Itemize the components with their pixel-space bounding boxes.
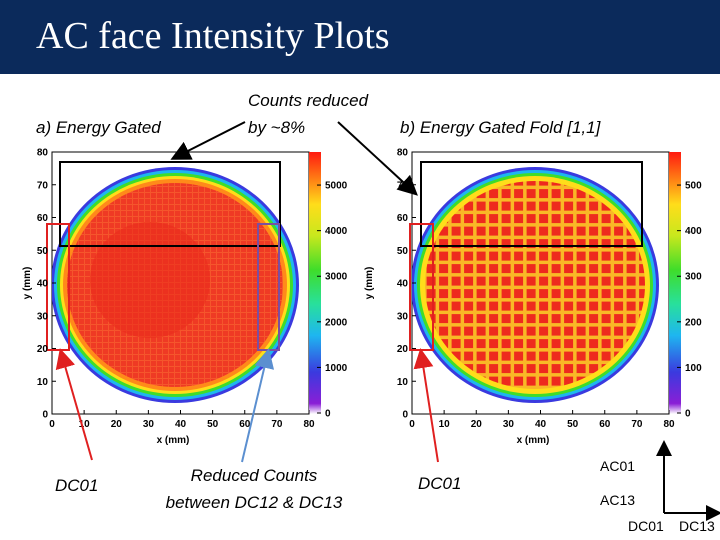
colorbar-tick-label: 3000	[325, 272, 348, 283]
reduced-counts-label: Reduced Counts	[190, 466, 318, 485]
x-tick-label: 60	[239, 419, 251, 430]
y-tick-label: 20	[397, 344, 409, 355]
ac13-label: AC13	[600, 492, 636, 508]
plot-b-ylabel: y (mm)	[364, 267, 375, 300]
colorbar-tick-label: 300	[685, 272, 702, 283]
plot-a-heatmap	[52, 167, 299, 403]
x-tick-label: 20	[111, 419, 123, 430]
plot-a-colorbar	[309, 152, 321, 414]
y-tick-label: 60	[397, 213, 409, 224]
x-tick-label: 0	[49, 419, 55, 430]
plot-b-colorbar	[669, 152, 681, 414]
x-tick-label: 40	[175, 419, 187, 430]
x-tick-label: 50	[207, 419, 219, 430]
colorbar-tick-label: 1000	[325, 363, 348, 374]
counts-arrow-right	[337, 121, 418, 196]
colorbar-tick-label: 0	[325, 409, 331, 420]
x-tick-label: 20	[471, 419, 483, 430]
y-tick-label: 40	[37, 279, 49, 290]
x-tick-label: 10	[79, 419, 91, 430]
x-tick-label: 30	[503, 419, 515, 430]
y-tick-label: 60	[37, 213, 49, 224]
plot-a-ylabel: y (mm)	[22, 267, 33, 300]
colorbar-tick-label: 2000	[325, 317, 348, 328]
plot-b-heatmap	[412, 167, 659, 403]
ac01-label: AC01	[600, 458, 636, 474]
reduced-counts-between: between DC12 & DC13	[165, 493, 343, 512]
y-tick-label: 80	[37, 148, 49, 159]
counts-arrow-left	[170, 121, 246, 160]
plot-a-xlabel: x (mm)	[157, 435, 190, 446]
plot-a-colorbar-ticks: 0 1000 2000 3000 4000 5000	[317, 181, 348, 420]
plot-b-colorbar-ticks: 0 100 200 300 400 500	[677, 181, 702, 420]
y-tick-label: 50	[397, 246, 409, 257]
reduced-counts-arrow	[241, 348, 275, 463]
dc01-right-label: DC01	[418, 474, 462, 493]
x-tick-label: 60	[599, 419, 611, 430]
colorbar-tick-label: 0	[685, 409, 691, 420]
y-tick-label: 80	[397, 148, 409, 159]
title-bar: AC face Intensity Plots	[0, 0, 720, 74]
y-tick-label: 20	[37, 344, 49, 355]
plot-a-label: a) Energy Gated	[36, 118, 161, 137]
dc01-left-label: DC01	[55, 476, 99, 495]
slide-title: AC face Intensity Plots	[36, 15, 390, 57]
colorbar-tick-label: 400	[685, 226, 702, 237]
x-tick-label: 80	[663, 419, 675, 430]
dc01-right-arrow	[413, 348, 439, 463]
dc01-left-arrow	[55, 348, 93, 461]
colorbar-tick-label: 5000	[325, 181, 348, 192]
dc01-axis-label: DC01	[628, 518, 664, 534]
colorbar-tick-label: 200	[685, 317, 702, 328]
colorbar-tick-label: 4000	[325, 226, 348, 237]
y-tick-label: 10	[37, 377, 49, 388]
y-tick-label: 30	[397, 311, 409, 322]
plot-b-label: b) Energy Gated Fold [1,1]	[400, 118, 601, 137]
plot-b: 0 100 200 300 400 500 0 10 20 30 40 50 60 70 80 0 10 20 3…	[364, 148, 702, 447]
y-tick-label: 30	[37, 311, 49, 322]
y-tick-label: 40	[397, 279, 409, 290]
x-tick-label: 50	[567, 419, 579, 430]
plot-a-axes: 0 10 20 30 40 50 60 70 80 0 10 20 30 40 50 60 70 80	[37, 148, 315, 431]
x-tick-label: 30	[143, 419, 155, 430]
plot-a-black-box	[59, 161, 281, 247]
dc13-axis-label: DC13	[679, 518, 715, 534]
y-tick-label: 0	[402, 410, 408, 421]
colorbar-tick-label: 500	[685, 181, 702, 192]
y-tick-label: 50	[37, 246, 49, 257]
x-tick-label: 0	[409, 419, 415, 430]
colorbar-tick-label: 100	[685, 363, 702, 374]
y-tick-label: 70	[37, 180, 49, 191]
y-tick-label: 0	[42, 410, 48, 421]
plot-b-xlabel: x (mm)	[517, 435, 550, 446]
x-tick-label: 70	[271, 419, 283, 430]
x-tick-label: 40	[535, 419, 547, 430]
x-tick-label: 10	[439, 419, 451, 430]
x-tick-label: 70	[631, 419, 643, 430]
x-tick-label: 80	[303, 419, 315, 430]
y-tick-label: 10	[397, 377, 409, 388]
counts-reduced-label: Counts reduced	[248, 91, 369, 110]
counts-reduced-pct: by ~8%	[248, 118, 306, 137]
plot-b-black-box	[420, 161, 643, 247]
